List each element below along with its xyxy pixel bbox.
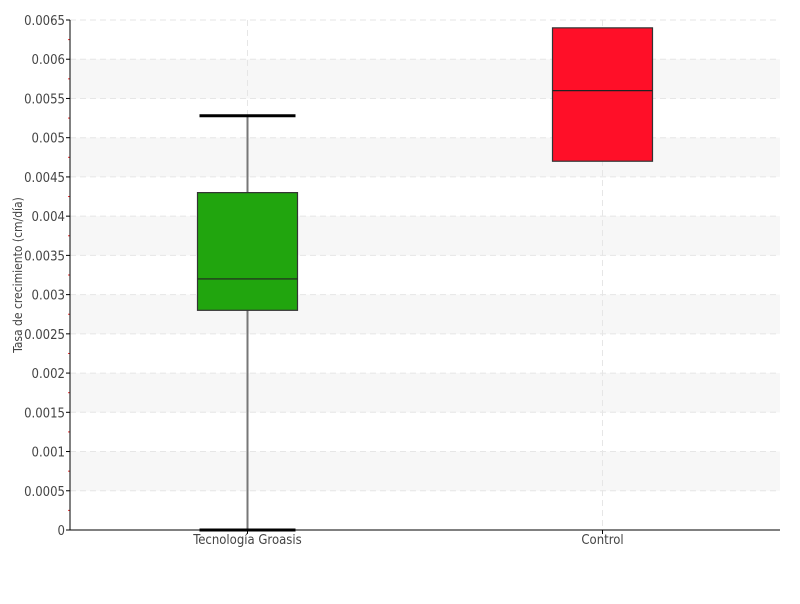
y-tick-label: 0.0045 <box>24 171 65 186</box>
y-tick-label: 0.0015 <box>24 406 65 421</box>
background-band <box>70 294 780 334</box>
background-band <box>70 373 780 413</box>
axes: 0 0.0005 0.001 0.0015 0.002 0.0025 0.003 0.0035… <box>24 14 780 548</box>
y-tick-label: 0.002 <box>32 367 65 382</box>
box-1 <box>551 27 654 162</box>
box <box>551 27 654 162</box>
background-band <box>70 59 780 99</box>
background-band <box>70 216 780 256</box>
y-tick-label: 0.003 <box>32 289 65 304</box>
y-tick-label: 0.006 <box>32 53 65 68</box>
y-axis-label: Tasa de crecimiento (cm/día) <box>11 197 25 354</box>
background-band <box>70 451 780 491</box>
background-bands <box>70 59 780 491</box>
grid-lines <box>70 19 780 530</box>
x-tick-label: Tecnología Groasis <box>192 533 301 548</box>
y-tick-label: 0.005 <box>32 132 65 147</box>
background-band <box>70 137 780 177</box>
y-tick-label: 0.0065 <box>24 14 65 29</box>
x-tick-label: Control <box>581 533 623 548</box>
y-tick-label: 0.0005 <box>24 485 65 500</box>
y-tick-label: 0.001 <box>32 446 65 461</box>
y-tick-label: 0.0025 <box>24 328 65 343</box>
box <box>196 192 299 311</box>
y-tick-label: 0.0035 <box>24 249 65 264</box>
y-tick-label: 0 <box>58 524 65 539</box>
y-tick-label: 0.004 <box>32 210 65 225</box>
y-tick-label: 0.0055 <box>24 92 65 107</box>
